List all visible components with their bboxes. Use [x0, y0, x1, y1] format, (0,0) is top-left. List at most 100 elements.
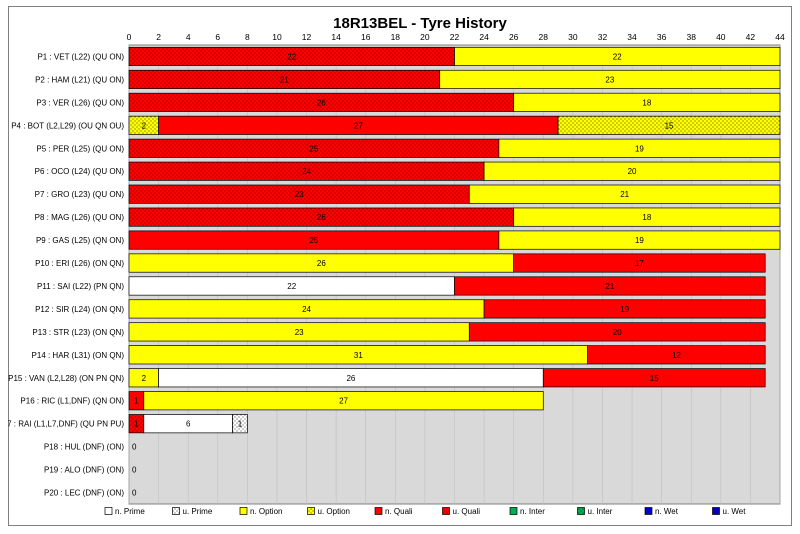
- row-label: P11 : SAI (L22) (PN QN): [37, 282, 124, 291]
- legend-swatch-u-quali: [442, 507, 450, 515]
- legend-label: n. Wet: [655, 507, 679, 516]
- legend-label: u. Wet: [723, 507, 747, 516]
- bar-value-label: 18: [642, 213, 651, 222]
- bar-segment-n-quali: [513, 253, 766, 273]
- bar-value-label: 6: [186, 420, 191, 429]
- x-tick-label: 18: [391, 32, 401, 42]
- bar-value-label: 20: [628, 167, 637, 176]
- x-tick-label: 32: [598, 32, 608, 42]
- x-tick-label: 44: [775, 32, 785, 42]
- legend-swatch-u-wet: [712, 507, 720, 515]
- bar-value-label: 25: [309, 236, 318, 245]
- bar-value-label: 27: [339, 397, 348, 406]
- bar-value-label: 21: [620, 190, 629, 199]
- row-label: P14 : HAR (L31) (ON QN): [32, 351, 125, 360]
- row-label: P3 : VER (L26) (QU ON): [36, 98, 124, 107]
- x-tick-label: 22: [450, 32, 460, 42]
- legend-swatch-u-option: [307, 507, 315, 515]
- row-label: P8 : MAG (L26) (QU ON): [35, 213, 125, 222]
- x-tick-label: 4: [186, 32, 191, 42]
- bar-segment-u-prime: [232, 414, 248, 434]
- bar-value-label: 23: [295, 190, 304, 199]
- bar-value-label: 15: [665, 121, 674, 130]
- x-tick-label: 16: [361, 32, 371, 42]
- bar-value-label: 0: [132, 466, 137, 475]
- bar-value-label: 0: [132, 489, 137, 498]
- x-tick-label: 36: [657, 32, 667, 42]
- chart-frame: 18R13BEL - Tyre History 0 2 4 6 8 10 12 14 16 18 2…: [0, 6, 792, 526]
- bar-value-label: 2: [142, 121, 147, 130]
- bar-value-label: 20: [613, 328, 622, 337]
- legend-swatch-u-prime: [172, 507, 180, 515]
- row-label: P15 : VAN (L2,L28) (ON PN QN): [8, 374, 124, 383]
- x-tick-label: 10: [272, 32, 282, 42]
- bar-value-label: 15: [650, 374, 659, 383]
- bar-value-label: 31: [354, 351, 363, 360]
- x-tick-label: 0: [127, 32, 132, 42]
- bar-value-label: 21: [280, 75, 289, 84]
- legend-swatch-u-inter: [577, 507, 585, 515]
- x-tick-label: 34: [627, 32, 637, 42]
- bar-value-label: 26: [317, 213, 326, 222]
- x-tick-label: 2: [156, 32, 161, 42]
- bar-value-label: 19: [635, 144, 644, 153]
- bar-segment-n-quali: [468, 322, 766, 342]
- bar-segment-n-quali: [454, 276, 766, 296]
- x-tick-label: 28: [539, 32, 549, 42]
- bar-value-label: 18: [642, 98, 651, 107]
- bar-value-label: 23: [605, 75, 614, 84]
- bar-segment-n-quali: [483, 299, 766, 319]
- bar-value-label: 19: [620, 305, 629, 314]
- bar-value-label: 22: [287, 52, 296, 61]
- legend-swatch-n-quali: [374, 507, 383, 515]
- row-label: P7 : GRO (L23) (QU ON): [35, 190, 125, 199]
- legend-label: u. Quali: [453, 507, 481, 516]
- row-label: P12 : SIR (L24) (ON QN): [35, 305, 124, 314]
- row-label: P9 : GAS (L25) (QN ON): [36, 236, 124, 245]
- row-label: P13 : STR (L23) (ON QN): [32, 328, 124, 337]
- bar-value-label: 1: [238, 420, 243, 429]
- x-tick-label: 38: [686, 32, 696, 42]
- bar-value-label: 24: [302, 167, 311, 176]
- bar-value-label: 17: [635, 259, 644, 268]
- row-label: P2 : HAM (L21) (QU ON): [35, 75, 124, 84]
- bar-value-label: 0: [132, 443, 137, 452]
- bar-value-label: 27: [354, 121, 363, 130]
- bar-value-label: 26: [317, 98, 326, 107]
- bar-segment-n-quali: [542, 368, 766, 388]
- legend-label: n. Inter: [520, 507, 545, 516]
- legend-label: n. Option: [250, 507, 282, 516]
- x-tick-label: 30: [568, 32, 578, 42]
- bar-value-label: 2: [142, 374, 147, 383]
- row-labels: P1 : VET (L22) (QU ON) P2 : HAM (L21) (QU…: [0, 52, 125, 497]
- bar-value-label: 26: [346, 374, 355, 383]
- row-label: P10 : ERI (L26) (ON QN): [35, 259, 124, 268]
- legend-label: u. Option: [318, 507, 350, 516]
- x-tick-label: 6: [215, 32, 220, 42]
- tyre-history-chart: 18R13BEL - Tyre History 0 2 4 6 8 10 12 14 16 18 2…: [0, 6, 792, 526]
- x-tick-label: 26: [509, 32, 519, 42]
- x-tick-label: 12: [302, 32, 312, 42]
- bar-value-label: 22: [613, 52, 622, 61]
- bar-segment-n-option: [439, 69, 781, 89]
- bar-segment-n-quali: [587, 345, 766, 365]
- row-label: P16 : RIC (L1,DNF) (QN ON): [20, 397, 124, 406]
- legend: n. Prime u. Prime n. Option u. Option n. Qua…: [104, 507, 747, 516]
- bar-value-label: 23: [295, 328, 304, 337]
- x-tick-label: 24: [479, 32, 489, 42]
- bar-value-label: 19: [635, 236, 644, 245]
- x-tick-label: 14: [331, 32, 341, 42]
- x-tick-label: 42: [746, 32, 756, 42]
- row-label: P5 : PER (L25) (QU ON): [36, 144, 124, 153]
- row-label: P17 : RAI (L1,L7,DNF) (QU PN PU): [8, 420, 124, 429]
- legend-swatch-n-inter: [509, 507, 518, 515]
- row-label: P18 : HUL (DNF) (ON): [44, 443, 124, 452]
- bar-value-label: 1: [134, 420, 139, 429]
- x-tick-label: 20: [420, 32, 430, 42]
- bar-segment-n-option: [454, 46, 781, 67]
- bar-segment-n-option: [513, 207, 781, 227]
- bar-segment-n-option: [143, 391, 544, 411]
- legend-swatch-n-wet: [644, 507, 653, 515]
- x-tick-label: 8: [245, 32, 250, 42]
